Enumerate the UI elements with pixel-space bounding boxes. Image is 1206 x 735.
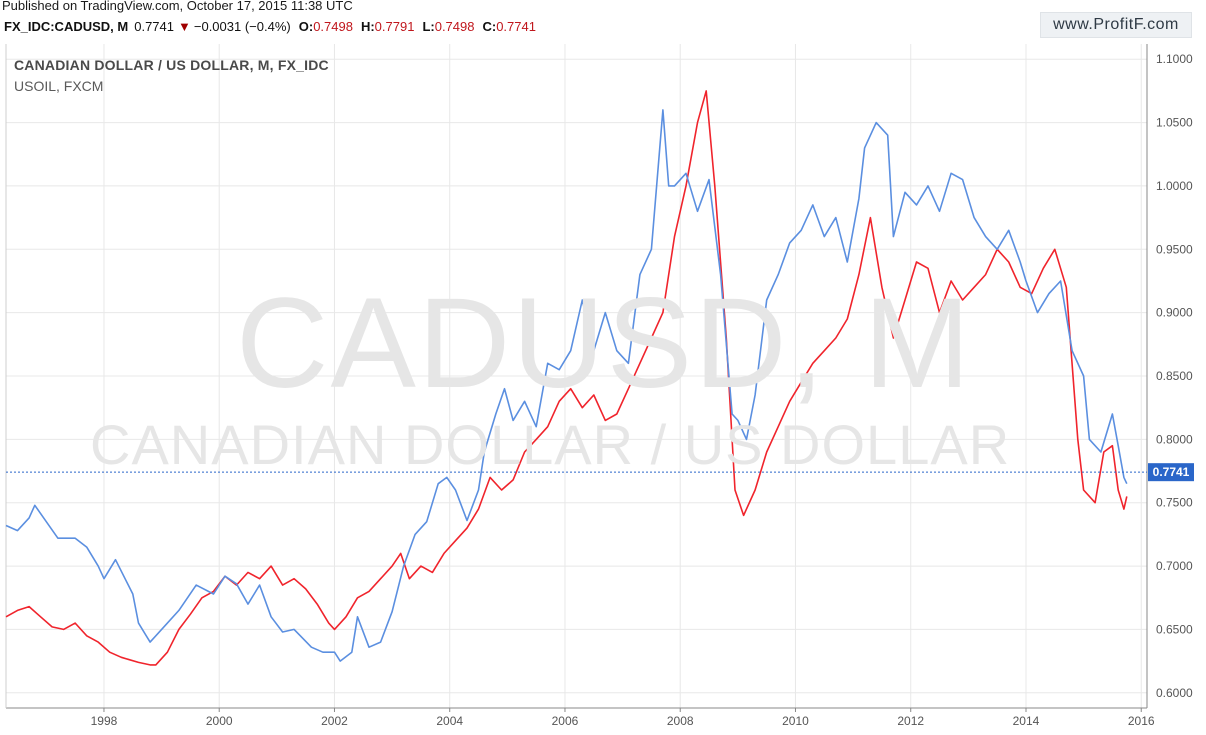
- y-tick-label: 1.0500: [1156, 116, 1193, 130]
- current-price-label: 0.7741: [1153, 465, 1190, 479]
- change-value: −0.0031 (−0.4%): [193, 19, 291, 34]
- high-value: 0.7791: [374, 19, 415, 34]
- x-tick-label: 2008: [667, 714, 694, 728]
- low-label: L:: [422, 19, 435, 34]
- y-tick-label: 0.6000: [1156, 686, 1193, 700]
- close-value: 0.7741: [496, 19, 536, 34]
- current-price-box: [1148, 463, 1194, 482]
- close-label: C:: [482, 19, 497, 34]
- x-tick-label: 2016: [1128, 714, 1155, 728]
- cadusd-series-line[interactable]: [5, 109, 1128, 662]
- published-note: Published on TradingView.com, October 17…: [2, 0, 353, 13]
- quote-line: FX_IDC:CADUSD, M 0.7741 ▼ −0.0031 (−0.4%…: [4, 19, 536, 34]
- x-tick-label: 1998: [91, 714, 118, 728]
- low-value: 0.7498: [434, 19, 475, 34]
- series-lines: [5, 90, 1147, 666]
- usoil-series-line[interactable]: [5, 90, 1128, 666]
- x-tick-label: 2006: [552, 714, 579, 728]
- x-tick-label: 2012: [897, 714, 924, 728]
- y-tick-label: 0.6500: [1156, 622, 1193, 636]
- y-tick-label: 0.7000: [1156, 559, 1193, 573]
- y-tick-label: 0.9500: [1156, 242, 1193, 256]
- legend-main-series[interactable]: CANADIAN DOLLAR / US DOLLAR, M, FX_IDC: [14, 57, 329, 73]
- y-tick-label: 0.8500: [1156, 369, 1193, 383]
- chart-svg[interactable]: 1.1000 1.0500 1.0000 0.9500 0.9000 0.8500 0.80…: [0, 44, 1206, 735]
- open-value: 0.7498: [313, 19, 353, 34]
- header-bar: Published on TradingView.com, October 17…: [0, 0, 1206, 44]
- y-tick-label: 0.7500: [1156, 496, 1193, 510]
- tick-labels: 1.1000 1.0500 1.0000 0.9500 0.9000 0.8500 0.80…: [91, 52, 1194, 728]
- x-tick-label: 2002: [321, 714, 348, 728]
- last-price: 0.7741: [134, 19, 174, 34]
- y-tick-label: 1.1000: [1156, 52, 1193, 66]
- open-label: O:: [298, 19, 314, 34]
- brand-logo: www.ProfitF.com: [1040, 12, 1192, 38]
- down-arrow-icon: ▼: [178, 19, 191, 34]
- high-label: H:: [360, 19, 375, 34]
- x-tick-label: 2010: [782, 714, 809, 728]
- axes: [5, 44, 1148, 712]
- y-tick-label: 1.0000: [1156, 179, 1193, 193]
- x-tick-label: 2000: [206, 714, 233, 728]
- grid-lines: [6, 44, 1147, 708]
- x-tick-label: 2004: [436, 714, 463, 728]
- x-tick-label: 2014: [1013, 714, 1040, 728]
- legend-overlay-series[interactable]: USOIL, FXCM: [14, 78, 104, 94]
- y-tick-label: 0.8000: [1156, 432, 1193, 446]
- chart-area[interactable]: 1.1000 1.0500 1.0000 0.9500 0.9000 0.8500 0.80…: [0, 44, 1206, 735]
- y-tick-label: 0.9000: [1156, 306, 1193, 320]
- symbol-label[interactable]: FX_IDC:CADUSD, M: [4, 19, 129, 34]
